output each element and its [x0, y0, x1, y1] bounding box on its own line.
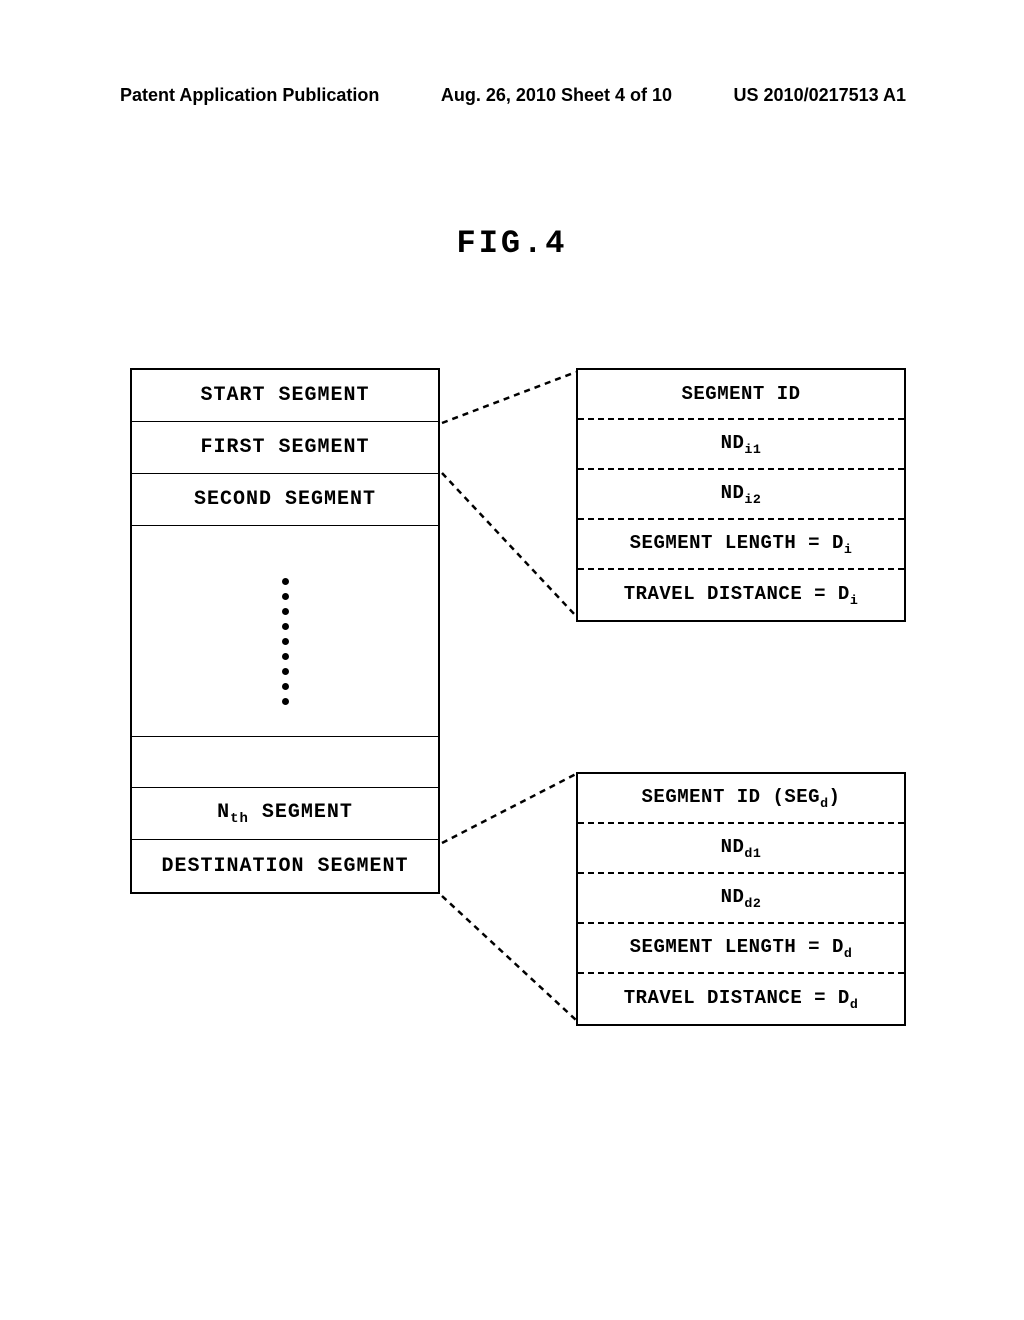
cell-label: SEGMENT ID (SEGd) — [642, 786, 841, 811]
cell-label: FIRST SEGMENT — [200, 436, 369, 459]
table-row: SEGMENT ID (SEGd) — [578, 774, 904, 824]
cell-label: NDd2 — [721, 886, 762, 911]
cell-label: Nth SEGMENT — [217, 801, 353, 827]
header-right: US 2010/0217513 A1 — [734, 85, 906, 106]
cell-label: TRAVEL DISTANCE = Dd — [624, 987, 859, 1012]
table-row: SEGMENT LENGTH = Di — [578, 520, 904, 570]
page-header: Patent Application Publication Aug. 26, … — [0, 85, 1024, 106]
header-center: Aug. 26, 2010 Sheet 4 of 10 — [441, 85, 672, 106]
table-row: SEGMENT ID — [578, 370, 904, 420]
cell-label: SEGMENT ID — [681, 383, 800, 405]
table-row: NDi1 — [578, 420, 904, 470]
table-row: Nth SEGMENT — [132, 788, 438, 840]
table-row: SECOND SEGMENT — [132, 474, 438, 526]
right-detail-table-2: SEGMENT ID (SEGd) NDd1 NDd2 SEGMENT LENG… — [576, 772, 906, 1026]
table-row: SEGMENT LENGTH = Dd — [578, 924, 904, 974]
table-row: DESTINATION SEGMENT — [132, 840, 438, 892]
cell-label: SECOND SEGMENT — [194, 488, 376, 511]
table-row: START SEGMENT — [132, 370, 438, 422]
left-segment-table: START SEGMENT FIRST SEGMENT SECOND SEGME… — [130, 368, 440, 894]
cell-label: SEGMENT LENGTH = Di — [630, 532, 853, 557]
header-left: Patent Application Publication — [120, 85, 379, 106]
table-row: FIRST SEGMENT — [132, 422, 438, 474]
cell-label: NDi2 — [721, 482, 762, 507]
ellipsis-row — [132, 526, 438, 736]
cell-label: NDi1 — [721, 432, 762, 457]
table-row: NDd2 — [578, 874, 904, 924]
table-row: NDi2 — [578, 470, 904, 520]
cell-label: SEGMENT LENGTH = Dd — [630, 936, 853, 961]
table-row: TRAVEL DISTANCE = Di — [578, 570, 904, 620]
vertical-dots-icon — [282, 558, 289, 705]
cell-label: DESTINATION SEGMENT — [161, 855, 408, 878]
right-detail-table-1: SEGMENT ID NDi1 NDi2 SEGMENT LENGTH = Di… — [576, 368, 906, 622]
cell-label: START SEGMENT — [200, 384, 369, 407]
cell-label: TRAVEL DISTANCE = Di — [624, 583, 859, 608]
cell-label: NDd1 — [721, 836, 762, 861]
empty-row — [132, 736, 438, 788]
figure-title: FIG.4 — [456, 225, 567, 262]
table-row: NDd1 — [578, 824, 904, 874]
table-row: TRAVEL DISTANCE = Dd — [578, 974, 904, 1024]
